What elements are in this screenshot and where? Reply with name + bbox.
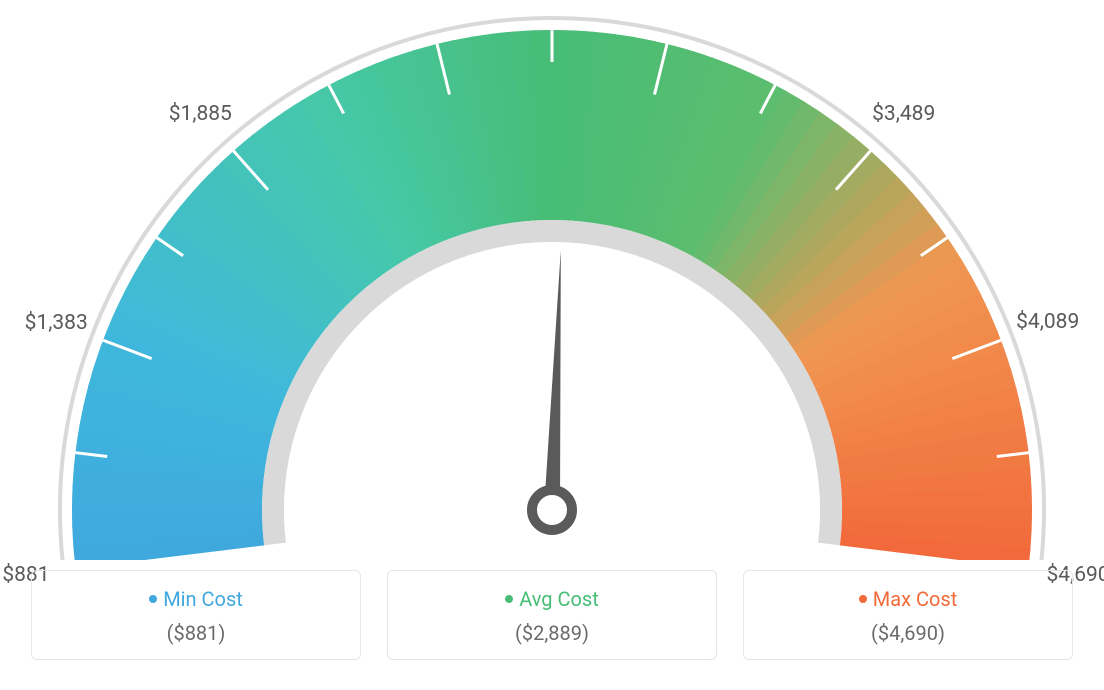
- legend-row: Min Cost ($881) Avg Cost ($2,889) Max Co…: [0, 570, 1104, 660]
- legend-value-max: ($4,690): [871, 621, 945, 645]
- gauge-tick-label: $1,383: [25, 311, 88, 335]
- gauge-svg: [0, 0, 1104, 560]
- legend-title-min: Min Cost: [149, 587, 243, 611]
- gauge-tick-label: $1,885: [169, 102, 232, 126]
- dot-icon: [859, 595, 867, 603]
- gauge-chart: $881$1,383$1,885$2,889$3,489$4,089$4,690: [0, 0, 1104, 560]
- gauge-tick-label: $3,489: [872, 102, 935, 126]
- legend-value-avg: ($2,889): [515, 621, 589, 645]
- legend-title-max: Max Cost: [859, 587, 958, 611]
- legend-value-min: ($881): [167, 621, 226, 645]
- gauge-tick-label: $4,089: [1016, 310, 1079, 334]
- legend-title-text: Min Cost: [163, 587, 243, 611]
- legend-card-min: Min Cost ($881): [31, 570, 361, 660]
- dot-icon: [149, 595, 157, 603]
- legend-title-text: Avg Cost: [519, 587, 599, 611]
- legend-title-avg: Avg Cost: [505, 587, 599, 611]
- legend-title-text: Max Cost: [873, 587, 958, 611]
- legend-card-max: Max Cost ($4,690): [743, 570, 1073, 660]
- legend-card-avg: Avg Cost ($2,889): [387, 570, 717, 660]
- dot-icon: [505, 595, 513, 603]
